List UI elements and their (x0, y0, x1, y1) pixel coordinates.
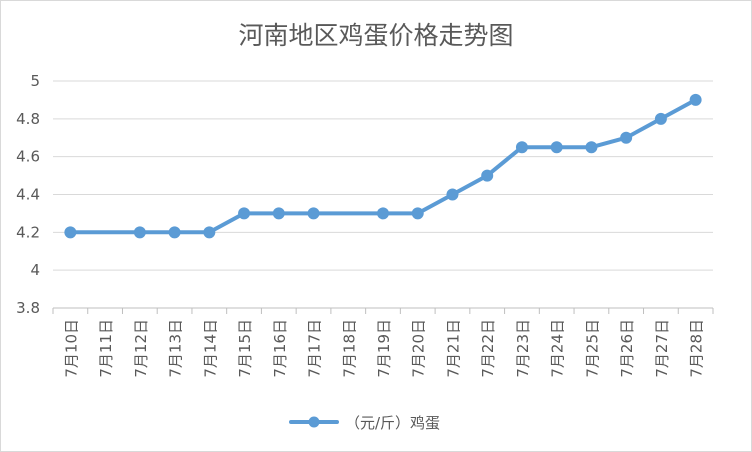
data-point (411, 207, 424, 220)
x-tick-label: 7月28日 (688, 319, 706, 378)
axis-layer: 3.8 4 4.2 4.4 4.6 4.8 5 7月10日 7月11日 7月12日 7月13日 7月1… (16, 72, 714, 378)
data-point (133, 226, 146, 239)
data-point (689, 93, 702, 106)
grid-layer (53, 80, 713, 271)
data-point (203, 226, 216, 239)
x-tick-label: 7月16日 (271, 319, 289, 378)
x-tick-label: 7月20日 (410, 319, 428, 378)
x-tick-label: 7月11日 (97, 319, 115, 378)
series-layer (64, 93, 702, 239)
data-point (585, 141, 598, 154)
x-tick-label: 7月25日 (583, 319, 601, 378)
x-tick-label: 7月23日 (514, 319, 532, 378)
legend-marker (308, 416, 320, 428)
data-point (168, 226, 181, 239)
x-tick-label: 7月22日 (479, 319, 497, 378)
x-tick-label: 7月27日 (653, 319, 671, 378)
y-tick-label: 4 (30, 261, 40, 279)
y-tick-label: 5 (30, 72, 40, 90)
x-tick-label: 7月19日 (375, 319, 393, 378)
chart-title: 河南地区鸡蛋价格走势图 (238, 21, 513, 50)
x-tick-label: 7月10日 (62, 319, 80, 378)
x-tick-label: 7月13日 (167, 319, 185, 378)
data-point (446, 188, 459, 201)
data-point (481, 169, 494, 182)
y-tick-label: 4.4 (16, 186, 40, 204)
data-point (515, 141, 528, 154)
data-point (64, 226, 77, 239)
x-tick-label: 7月18日 (340, 319, 358, 378)
x-tick-label: 7月24日 (549, 319, 567, 378)
y-tick-label: 4.6 (16, 148, 40, 166)
legend: （元/斤）鸡蛋 (289, 414, 440, 432)
x-tick-label: 7月14日 (201, 319, 219, 378)
data-point (654, 112, 667, 125)
y-tick-label: 4.8 (16, 110, 40, 128)
x-tick-label: 7月12日 (132, 319, 150, 378)
data-point (307, 207, 320, 220)
x-tick-label: 7月15日 (236, 319, 254, 378)
x-tick-label: 7月17日 (306, 319, 324, 378)
data-point (620, 131, 633, 144)
y-tick-label: 4.2 (16, 223, 40, 241)
data-point (550, 141, 563, 154)
x-tick-label: 7月26日 (618, 319, 636, 378)
legend-label: （元/斤）鸡蛋 (345, 414, 440, 432)
y-tick-label: 3.8 (16, 299, 40, 317)
data-point (377, 207, 389, 220)
data-point (238, 207, 251, 220)
data-point (272, 207, 285, 220)
x-tick-label: 7月21日 (444, 319, 462, 378)
